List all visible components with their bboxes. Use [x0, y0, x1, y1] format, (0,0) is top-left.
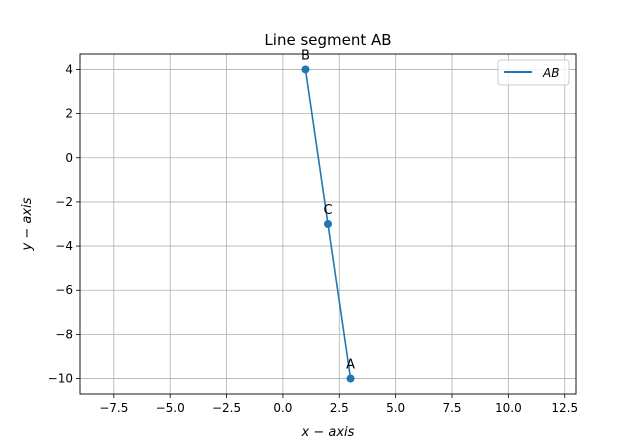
x-ticks: −7.5 −5.0 −2.5 0.0 2.5 5.0 7.5 10.0 12.5 [99, 394, 578, 415]
x-tick-label: 12.5 [551, 401, 578, 415]
y-tick-label: −8 [55, 327, 73, 341]
y-tick-label: 0 [65, 151, 73, 165]
x-tick-label: 2.5 [330, 401, 349, 415]
y-tick-label: 4 [65, 62, 73, 76]
point-label-a: A [346, 358, 355, 373]
point-a [346, 374, 355, 383]
y-tick-label: −6 [55, 283, 73, 297]
plot-frame [79, 53, 577, 395]
legend: AB [497, 59, 570, 86]
y-tick-label: 2 [65, 107, 73, 121]
chart-title: Line segment AB [264, 31, 391, 49]
point-label-c: C [323, 203, 332, 218]
y-ticks: 4 2 0 −2 −4 −6 −8 −10 [48, 62, 80, 386]
x-tick-label: −2.5 [212, 401, 241, 415]
x-tick-label: 7.5 [442, 401, 461, 415]
point-c [324, 220, 332, 228]
points-layer: A B C [301, 48, 355, 383]
x-tick-label: 5.0 [386, 401, 405, 415]
x-tick-label: 0.0 [273, 401, 292, 415]
x-tick-label: −5.0 [156, 401, 185, 415]
y-tick-label: −2 [55, 195, 73, 209]
x-axis-label: x − axis [301, 425, 355, 440]
y-tick-label: −10 [48, 372, 73, 386]
point-b [301, 65, 310, 74]
point-label-b: B [301, 48, 310, 63]
x-tick-label: 10.0 [495, 401, 522, 415]
legend-box [497, 59, 570, 86]
y-tick-label: −4 [55, 239, 73, 253]
legend-label-ab: AB [542, 66, 559, 80]
grid [80, 54, 576, 394]
x-tick-label: −7.5 [99, 401, 128, 415]
y-axis-label: y − axis [20, 197, 35, 251]
